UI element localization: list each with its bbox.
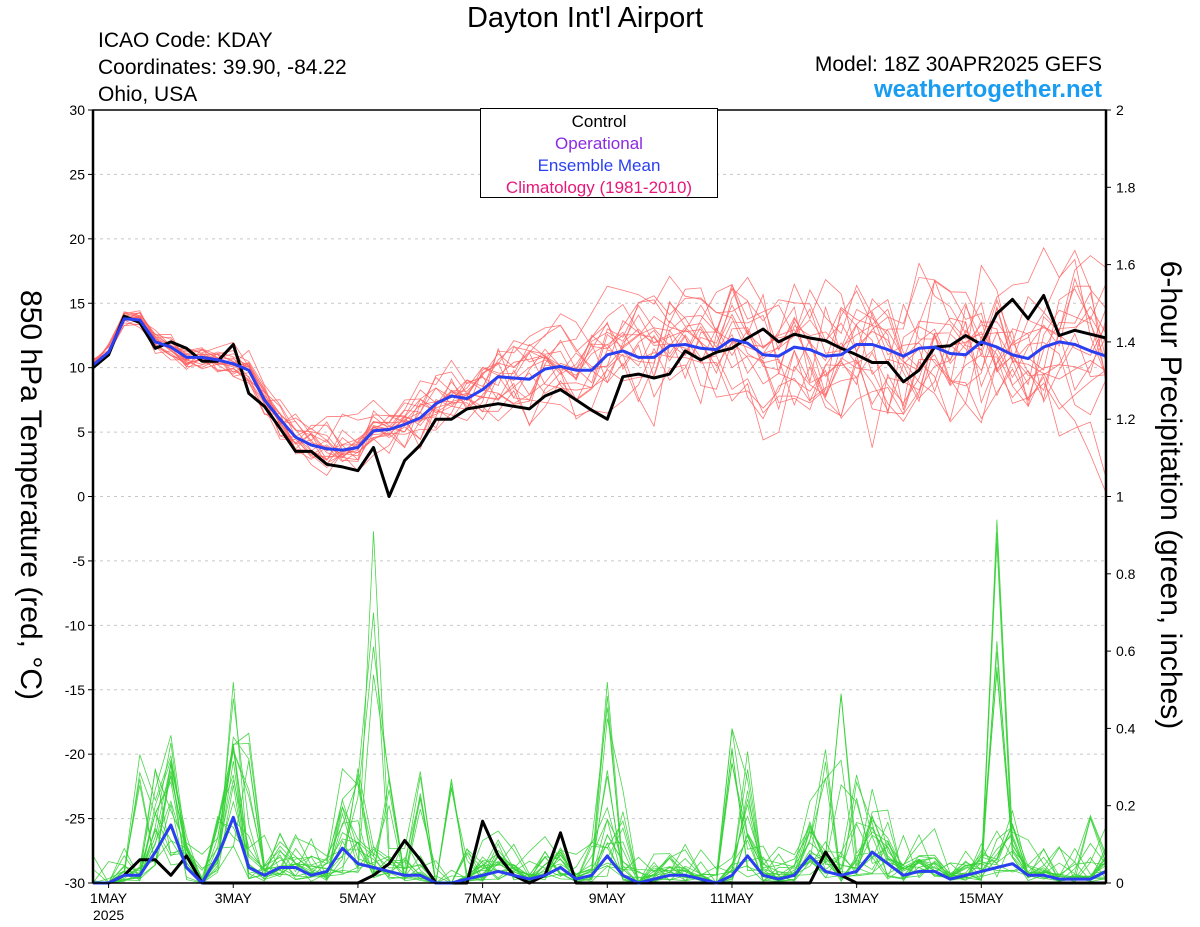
x-year-label: 2025 [93, 907, 124, 923]
y-right-tick-label: 0.2 [1116, 798, 1136, 814]
x-tick-label: 11MAY [710, 890, 754, 906]
y-left-tick-label: 15 [69, 295, 85, 311]
y-right-tick-label: 2 [1116, 102, 1124, 118]
y-left-tick-label: 30 [69, 102, 85, 118]
y-left-tick-label: 10 [69, 360, 85, 376]
x-tick-label: 5MAY [339, 890, 377, 906]
y-right-tick-label: 0.6 [1116, 643, 1136, 659]
precipitation-member-line [93, 742, 1107, 884]
x-tick-label: 3MAY [215, 890, 253, 906]
temperature-member-line [92, 304, 1107, 455]
y-left-tick-label: -20 [65, 746, 85, 762]
precipitation-member-line [93, 774, 1107, 884]
precipitation-member-line [92, 749, 1107, 884]
ensemble-mean-precipitation-line [93, 815, 1107, 885]
y-right-tick-label: 1.4 [1116, 334, 1136, 350]
site-link[interactable]: weathertogether.net [873, 76, 1102, 103]
temperature-member-line [92, 306, 1107, 469]
y-left-tick-label: 20 [69, 231, 85, 247]
y-left-tick-label: -15 [65, 682, 85, 698]
station-info: ICAO Code: KDAY Coordinates: 39.90, -84.… [98, 27, 347, 108]
precipitation-member-line [93, 646, 1107, 885]
legend-operational: Operational [555, 134, 643, 153]
chart-title: Dayton Int'l Airport [466, 2, 704, 34]
legend-climatology: Climatology (1981-2010) [505, 178, 693, 197]
model-run: Model: 18Z 30APR2025 GEFS [814, 53, 1102, 76]
y-right-tick-label: 1.8 [1116, 179, 1136, 195]
y-right-tick-label: 0.4 [1116, 720, 1136, 736]
icao-code: ICAO Code: KDAY [98, 29, 273, 52]
y-left-tick-label: -25 [65, 811, 85, 827]
precipitation-member-line [92, 707, 1107, 884]
y-right-tick-label: 1.6 [1116, 257, 1136, 273]
x-tick-label: 15MAY [959, 890, 1005, 906]
temperature-member-line [92, 283, 1107, 458]
y-left-tick-label: 5 [77, 424, 85, 440]
y-left-tick-label: 25 [69, 166, 85, 182]
temperature-member-line [92, 255, 1107, 458]
y-right-tick-label: 1.2 [1116, 411, 1136, 427]
y-left-tick-label: 0 [77, 489, 85, 505]
grid-lines [93, 173, 1106, 820]
precipitation-member-line [92, 742, 1107, 884]
y-left-tick-label: -10 [65, 617, 85, 633]
legend-control: Control [571, 112, 627, 131]
y-right-tick-label: 0.8 [1116, 566, 1136, 582]
precipitation-member-line [93, 667, 1107, 884]
precipitation-member-line [92, 743, 1107, 884]
y-right-tick-label: 0 [1116, 875, 1124, 891]
precipitation-member-line [93, 746, 1107, 884]
temperature-member-line [92, 302, 1107, 441]
legend: Control Operational Ensemble Mean Climat… [480, 108, 718, 198]
temperature-member-line [92, 262, 1107, 461]
x-tick-label: 9MAY [589, 890, 627, 906]
y-left-tick-label: -5 [73, 553, 86, 569]
temperature-member-line [92, 246, 1107, 461]
y-left-tick-label: -30 [65, 875, 85, 891]
x-tick-label: 13MAY [834, 890, 880, 906]
location: Ohio, USA [98, 83, 198, 106]
y-right-tick-label: 1 [1116, 489, 1124, 505]
x-tick-label: 7MAY [464, 890, 502, 906]
axes: 302520151050-5-10-15-20-25-3021.81.61.41… [65, 102, 1136, 923]
legend-ensemble-mean: Ensemble Mean [537, 156, 661, 175]
ensemble-mean-temperature-line [92, 317, 1107, 452]
precipitation-member-line [93, 718, 1107, 884]
coordinates: Coordinates: 39.90, -84.22 [98, 56, 347, 79]
precipitation-member-line [92, 672, 1107, 884]
x-tick-label: 1MAY [90, 890, 128, 906]
